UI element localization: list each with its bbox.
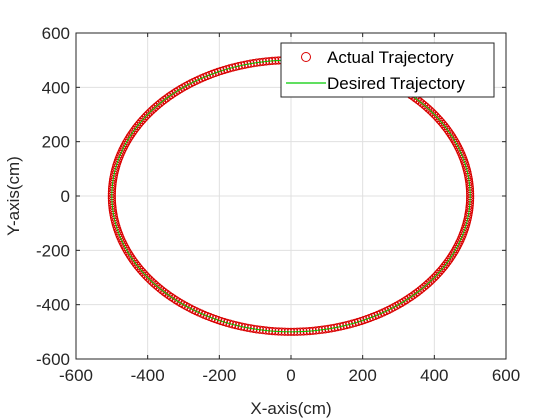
actual-point [130, 126, 139, 135]
legend-label-desired: Desired Trajectory [327, 74, 465, 93]
actual-point [445, 128, 454, 137]
x-tick-label: 200 [348, 366, 376, 385]
actual-point [123, 136, 132, 145]
actual-point [237, 61, 246, 70]
actual-point [234, 62, 243, 71]
actual-point [342, 321, 351, 330]
actual-point [246, 59, 255, 68]
actual-point [120, 242, 129, 251]
y-tick-label: -600 [36, 350, 70, 369]
actual-point [330, 323, 339, 332]
actual-point [443, 257, 452, 266]
actual-point [124, 249, 133, 258]
actual-point [445, 255, 454, 264]
legend-marker-actual [301, 52, 311, 62]
tick-labels: -600 -400 -200 0 200 400 600 -600 -400 -200 0 200 40… [36, 24, 520, 385]
actual-point [243, 323, 252, 332]
actual-point [451, 138, 461, 148]
actual-point [240, 323, 249, 332]
actual-point [234, 321, 243, 330]
x-tick-label: 0 [286, 366, 295, 385]
y-tick-label: 0 [61, 187, 70, 206]
actual-point [450, 136, 459, 145]
x-tick-label: 400 [420, 366, 448, 385]
x-tick-label: 600 [492, 366, 520, 385]
actual-point [240, 60, 249, 69]
actual-point [442, 259, 451, 269]
actual-point [324, 324, 333, 333]
x-tick-label: -600 [59, 366, 93, 385]
actual-point [246, 324, 255, 333]
actual-point [124, 134, 133, 143]
actual-point [449, 134, 458, 143]
y-tick-label: 400 [42, 78, 70, 97]
legend: Actual Trajectory Desired Trajectory [280, 42, 495, 98]
y-axis-label: Y-axis(cm) [4, 156, 23, 236]
actual-point [446, 130, 455, 139]
actual-point [128, 255, 137, 264]
actual-point [131, 123, 140, 133]
actual-point [243, 60, 252, 69]
legend-box [280, 42, 495, 98]
actual-point [446, 253, 455, 262]
y-tick-label: -200 [36, 241, 70, 260]
actual-point [339, 321, 348, 330]
x-tick-label: -400 [131, 366, 165, 385]
actual-point [447, 132, 457, 141]
y-tick-label: 200 [42, 133, 70, 152]
actual-point [447, 251, 457, 260]
actual-point [123, 247, 132, 256]
y-tick-label: 600 [42, 24, 70, 43]
actual-point [121, 244, 131, 254]
legend-label-actual: Actual Trajectory [327, 48, 454, 67]
actual-point [121, 138, 131, 148]
actual-point [336, 322, 345, 331]
actual-point [128, 128, 137, 137]
actual-point [450, 247, 459, 256]
actual-point [231, 321, 240, 330]
actual-point [228, 320, 237, 329]
tick-marks [75, 32, 507, 360]
actual-point [237, 322, 246, 331]
actual-point [249, 324, 258, 333]
actual-point [249, 59, 258, 68]
actual-point [231, 62, 240, 71]
x-tick-label: -200 [202, 366, 236, 385]
actual-point [453, 141, 462, 150]
actual-point [127, 130, 136, 139]
actual-point [333, 323, 342, 332]
x-axis-label: X-axis(cm) [250, 399, 331, 418]
actual-point [327, 324, 336, 333]
actual-point [125, 132, 135, 141]
actual-point [127, 253, 136, 262]
actual-point [449, 249, 458, 258]
y-tick-label: -400 [36, 296, 70, 315]
actual-point [125, 251, 135, 260]
actual-point [451, 244, 461, 254]
